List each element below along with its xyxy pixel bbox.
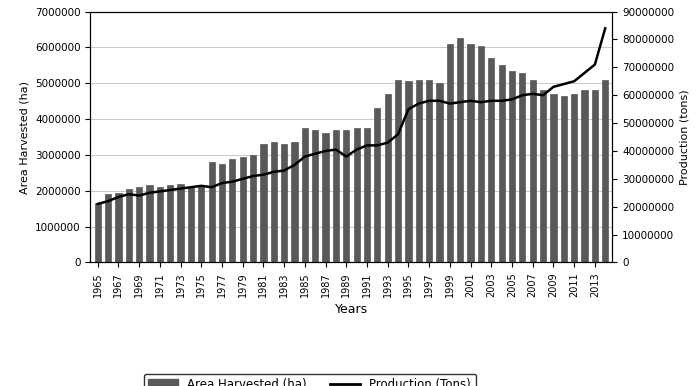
Bar	[322, 134, 329, 262]
Bar	[188, 187, 194, 262]
Bar	[333, 130, 339, 262]
Bar	[105, 195, 111, 262]
Bar	[239, 157, 246, 262]
Bar	[343, 130, 349, 262]
Bar	[302, 128, 308, 262]
Bar	[95, 203, 101, 262]
Bar	[498, 65, 505, 262]
Bar	[571, 94, 577, 262]
Bar	[540, 90, 546, 262]
Bar	[509, 71, 515, 262]
Bar	[561, 96, 567, 262]
Bar	[250, 155, 256, 262]
Bar	[157, 187, 163, 262]
Bar	[581, 90, 587, 262]
Bar	[209, 162, 215, 262]
Legend: Area Harvested (ha), Production (Tons): Area Harvested (ha), Production (Tons)	[143, 374, 476, 386]
Bar	[447, 44, 453, 262]
Bar	[395, 80, 401, 262]
Y-axis label: Production (tons): Production (tons)	[680, 89, 690, 185]
Bar	[229, 159, 235, 262]
Bar	[271, 142, 277, 262]
Bar	[374, 108, 381, 262]
Bar	[167, 185, 173, 262]
Bar	[551, 94, 557, 262]
Bar	[436, 83, 443, 262]
Bar	[488, 58, 494, 262]
Bar	[405, 81, 411, 262]
Bar	[146, 185, 152, 262]
Bar	[592, 90, 598, 262]
Bar	[385, 94, 391, 262]
Bar	[281, 144, 287, 262]
Bar	[602, 80, 608, 262]
Bar	[468, 44, 474, 262]
Bar	[126, 189, 132, 262]
Bar	[177, 184, 184, 262]
Bar	[292, 142, 298, 262]
Bar	[312, 130, 318, 262]
Bar	[136, 187, 142, 262]
Bar	[354, 128, 360, 262]
Bar	[364, 128, 370, 262]
Bar	[416, 80, 422, 262]
Bar	[260, 144, 267, 262]
Bar	[478, 46, 484, 262]
Bar	[219, 164, 225, 262]
Bar	[116, 193, 122, 262]
Bar	[530, 80, 536, 262]
Bar	[519, 73, 525, 262]
Y-axis label: Area Harvested (ha): Area Harvested (ha)	[19, 81, 29, 193]
Bar	[198, 185, 205, 262]
Bar	[426, 80, 432, 262]
Bar	[457, 39, 464, 262]
X-axis label: Years: Years	[335, 303, 368, 315]
